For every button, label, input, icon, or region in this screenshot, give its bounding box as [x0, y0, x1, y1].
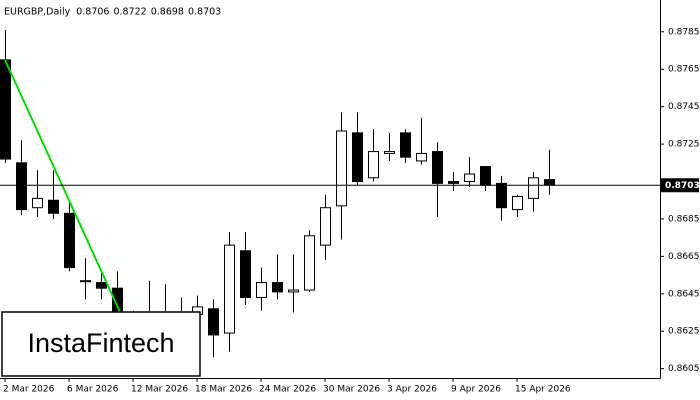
candle-body: [368, 151, 379, 179]
candle-body: [256, 282, 267, 299]
candle-body: [400, 132, 411, 158]
candle-body: [480, 166, 491, 186]
x-tick-label: 2 Mar 2026: [3, 385, 55, 395]
x-tick-label: 6 Mar 2026: [67, 385, 119, 395]
y-tick-label: 0.8605: [668, 364, 700, 374]
candle-body: [352, 132, 363, 183]
candle-body: [0, 59, 11, 160]
candle-body: [80, 280, 91, 283]
trend-line: [4, 59, 134, 341]
current-price-label: 0.8703: [665, 181, 700, 191]
plot-area: [0, 29, 555, 358]
x-tick-label: 15 Apr 2026: [515, 385, 571, 395]
candle-body: [48, 199, 59, 214]
candle-body: [544, 179, 555, 186]
y-tick-label: 0.8765: [668, 65, 700, 75]
candle-body: [64, 212, 75, 269]
candle-body: [336, 130, 347, 207]
header-low: 0.8698: [151, 7, 184, 18]
x-tick-label: 3 Apr 2026: [387, 385, 437, 395]
x-tick-label: 24 Mar 2026: [259, 385, 316, 395]
current-price-box: [661, 178, 699, 193]
candle-body: [272, 282, 283, 293]
x-tick-label: 12 Mar 2026: [131, 385, 188, 395]
y-tick-label: 0.8625: [668, 327, 700, 337]
header-close: 0.8703: [188, 7, 221, 18]
y-tick-label: 0.8745: [668, 102, 700, 112]
y-tick-label: 0.8645: [668, 289, 700, 299]
x-tick-label: 30 Mar 2026: [323, 385, 380, 395]
header-high: 0.8722: [113, 7, 146, 18]
candle-body: [432, 151, 443, 184]
candle-body: [528, 177, 539, 199]
candle-body: [496, 182, 507, 209]
candle-body: [384, 151, 395, 154]
candle-body: [224, 244, 235, 334]
candle-body: [464, 173, 475, 183]
candle-body: [240, 250, 251, 299]
candle-body: [512, 195, 523, 211]
candle-body: [16, 162, 27, 211]
candle-body: [416, 152, 427, 162]
candle-body: [96, 282, 107, 289]
logo-box: [1, 311, 201, 377]
header-open: 0.8706: [76, 7, 109, 18]
candle-body: [288, 289, 299, 293]
candle-body: [208, 308, 219, 336]
symbol: EURGBP,Daily: [4, 7, 71, 18]
y-tick-label: 0.8665: [668, 252, 700, 262]
logo: InstaFintech: [27, 328, 174, 358]
x-tick-label: 18 Mar 2026: [195, 385, 252, 395]
candle-body: [448, 181, 459, 184]
y-tick-label: 0.8785: [668, 27, 700, 37]
y-tick-label: 0.8725: [668, 140, 700, 150]
x-tick-label: 9 Apr 2026: [451, 385, 501, 395]
candle-body: [304, 235, 315, 291]
candle-body: [32, 197, 43, 209]
candle-body: [320, 207, 331, 246]
y-tick-label: 0.8685: [668, 214, 700, 224]
